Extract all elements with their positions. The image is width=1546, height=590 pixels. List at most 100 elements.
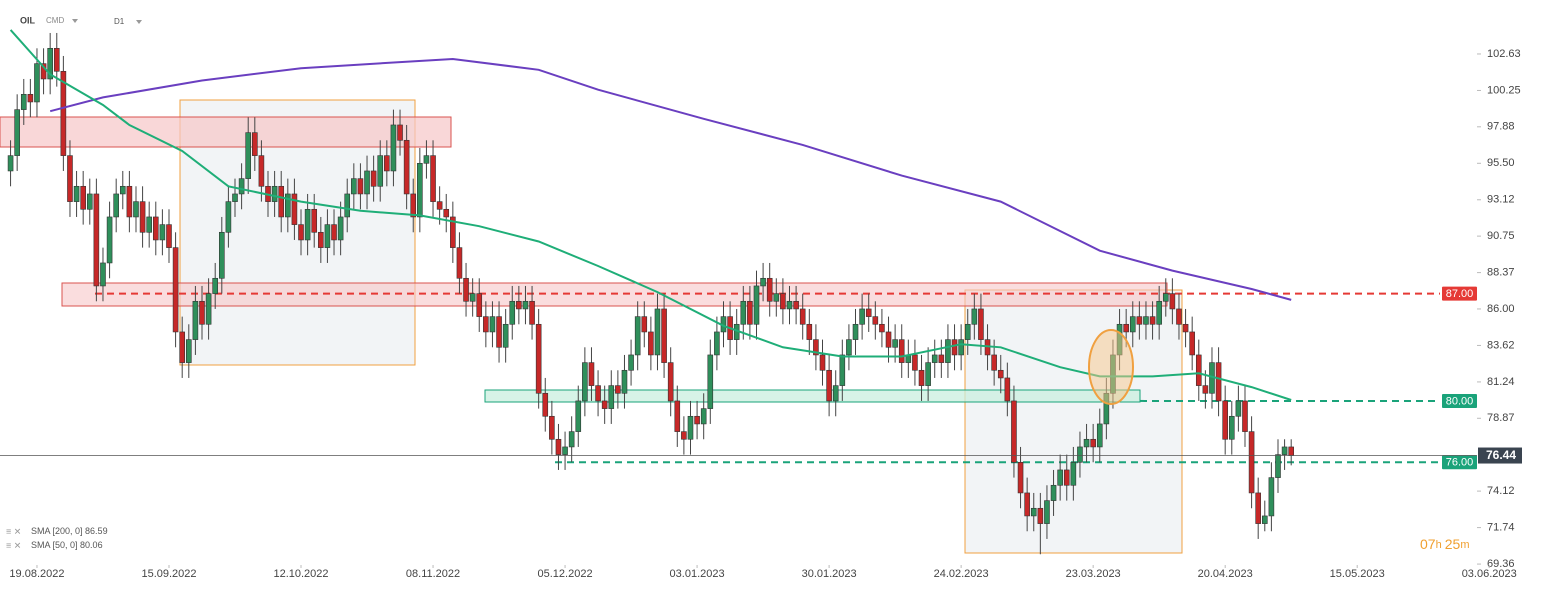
candle-body xyxy=(298,224,304,241)
candle-body xyxy=(542,392,549,417)
x-tick-label: 15.09.2022 xyxy=(141,568,196,580)
candle-body xyxy=(1268,477,1275,517)
candle-body xyxy=(285,193,291,218)
candle-body xyxy=(1275,454,1281,478)
candle-body xyxy=(1169,293,1176,310)
interval: D1 xyxy=(114,17,125,26)
candle-body xyxy=(1123,323,1129,333)
candle-body xyxy=(252,132,258,156)
candle-body xyxy=(562,446,568,455)
market: CMD xyxy=(46,16,64,25)
candle-body xyxy=(225,201,232,233)
x-tick-label: 08.11.2022 xyxy=(406,568,460,580)
candle-body xyxy=(1215,362,1222,402)
candle-body xyxy=(608,385,615,409)
level-label: 76.00 xyxy=(1446,457,1474,469)
candle-body xyxy=(535,323,542,394)
candle-body xyxy=(1162,293,1169,302)
candle-body xyxy=(1070,461,1077,486)
candle-body xyxy=(1057,469,1063,486)
candle-body xyxy=(219,231,225,279)
legend-name: SMA [200, 0] xyxy=(31,526,83,536)
candle-body xyxy=(964,323,971,340)
candle-body xyxy=(991,354,997,371)
candle-body xyxy=(172,247,179,333)
legend-name: SMA [50, 0] xyxy=(31,540,78,550)
candle-body xyxy=(555,438,562,455)
candle-body xyxy=(575,400,582,432)
candle-body xyxy=(304,208,311,241)
candle-body xyxy=(753,285,760,325)
candle-body xyxy=(1083,438,1090,448)
y-tick-label: 83.62 xyxy=(1487,339,1515,351)
candle-body xyxy=(958,339,964,356)
level-badge xyxy=(1442,455,1477,470)
countdown-part: 25 xyxy=(1445,536,1461,552)
candle-body xyxy=(859,308,865,325)
candle-body xyxy=(1136,316,1143,325)
candle-body xyxy=(1281,446,1288,455)
y-tick-label: 71.74 xyxy=(1487,521,1515,533)
candle-body xyxy=(14,109,20,156)
candle-body xyxy=(318,231,324,248)
x-tick-label: 12.10.2022 xyxy=(273,568,328,580)
candle-body xyxy=(139,201,146,233)
candle-body xyxy=(436,201,443,210)
candle-body xyxy=(86,193,93,210)
candle-body xyxy=(403,139,410,195)
legend-label: SMA [200, 0] 86.59 xyxy=(31,526,108,536)
y-tick-label: 69.36 xyxy=(1487,558,1515,570)
candle-body xyxy=(20,93,27,110)
legend-icon[interactable]: ≡ ✕ xyxy=(6,540,21,550)
candle-body xyxy=(1096,423,1103,448)
candle-body xyxy=(700,408,707,425)
candle-body xyxy=(199,300,205,325)
candle-body xyxy=(918,369,925,386)
legend-icon[interactable]: ≡ ✕ xyxy=(6,526,21,536)
candle-body xyxy=(133,201,139,218)
candle-body xyxy=(179,331,185,363)
candle-body xyxy=(971,308,978,325)
candle-body xyxy=(331,224,337,241)
plot: 87.00 80.00 76.00 xyxy=(7,29,1477,555)
candle-body xyxy=(1050,484,1057,501)
candle-body xyxy=(892,339,898,348)
candle-body xyxy=(423,155,430,164)
candle-body xyxy=(780,293,786,310)
candle-body xyxy=(1228,415,1235,440)
dropdown-icon[interactable] xyxy=(72,19,78,23)
legend: ≡ ✕ SMA [200, 0] 86.59 ≡ ✕ SMA [50, 0] 8… xyxy=(6,526,108,550)
last-price-badge xyxy=(1478,447,1522,464)
candle-body xyxy=(463,277,469,302)
candle-body xyxy=(773,293,780,302)
candle-body xyxy=(1129,316,1136,333)
candle-body xyxy=(588,362,595,386)
legend-value: 86.59 xyxy=(85,526,108,536)
candle-body xyxy=(945,339,951,363)
candle-body xyxy=(951,339,958,356)
y-tick-label: 78.87 xyxy=(1487,412,1515,424)
candle-body xyxy=(456,247,463,279)
x-tick-label: 03.01.2023 xyxy=(670,568,725,580)
candle-body xyxy=(271,185,278,202)
candle-body xyxy=(146,216,152,233)
candle-body xyxy=(1189,331,1195,356)
candle-body xyxy=(205,293,212,325)
level-label: 87.00 xyxy=(1446,288,1474,300)
level-badge xyxy=(1442,393,1477,408)
candle-body xyxy=(806,323,813,340)
y-tick-label: 95.50 xyxy=(1487,157,1515,169)
candle-body xyxy=(1149,316,1156,325)
candle-body xyxy=(1024,492,1030,517)
candle-body xyxy=(1030,507,1037,517)
candle-body xyxy=(410,193,417,218)
candle-body xyxy=(1077,446,1083,463)
range-box xyxy=(964,289,1183,554)
candle-body xyxy=(159,224,166,241)
candle-body xyxy=(628,354,634,371)
dropdown-icon[interactable] xyxy=(136,20,142,24)
x-tick-label: 24.02.2023 xyxy=(934,568,989,580)
candle-body xyxy=(648,331,654,356)
candle-body xyxy=(67,155,73,202)
candle-body xyxy=(311,208,318,233)
